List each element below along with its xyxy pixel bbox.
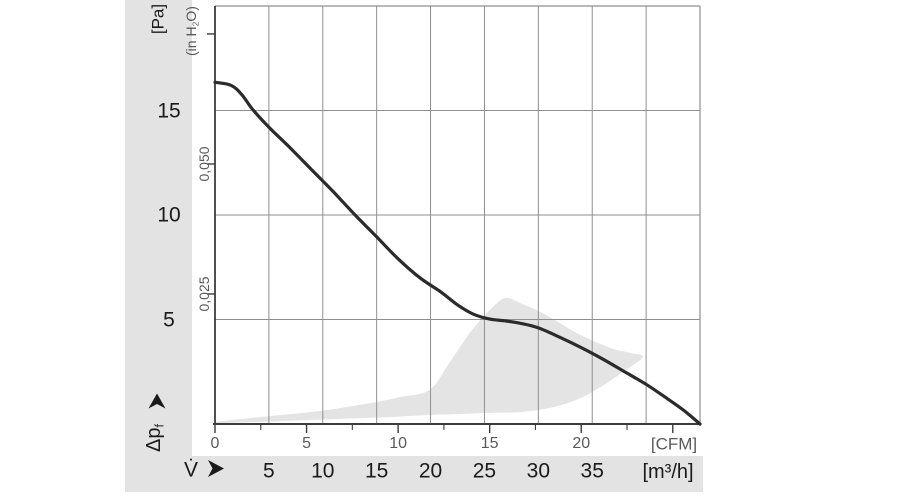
operating-region bbox=[208, 297, 643, 424]
left-axis-band bbox=[125, 0, 192, 492]
fan-curve bbox=[213, 80, 702, 426]
